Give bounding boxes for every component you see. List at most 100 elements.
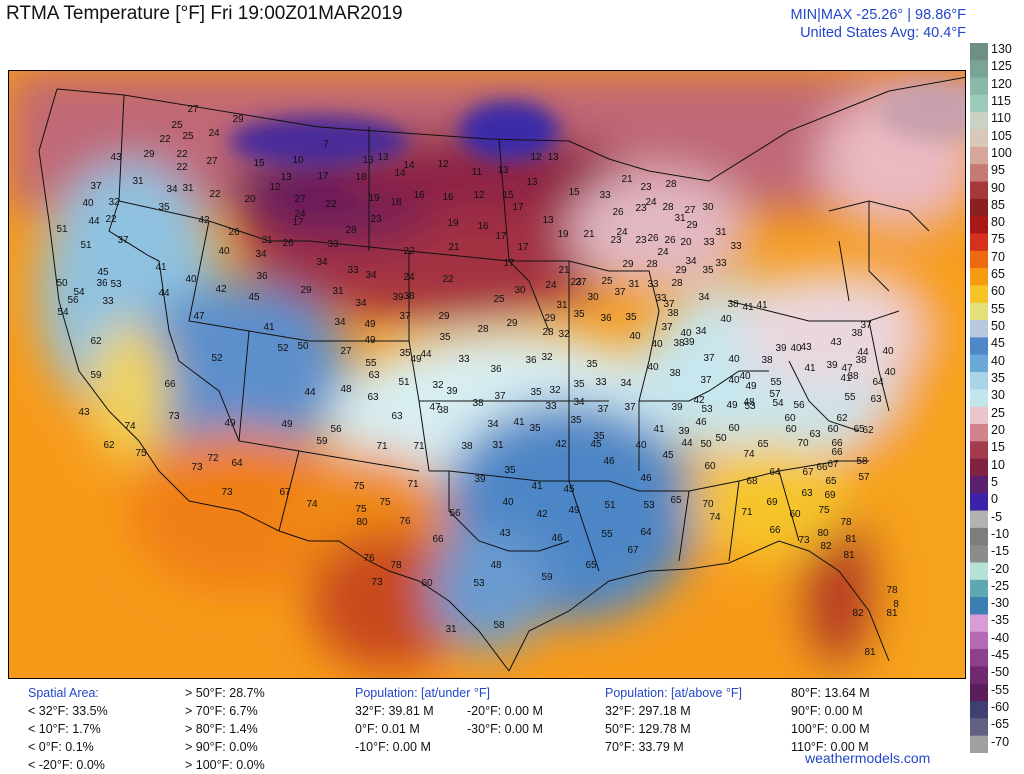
temp-label: 22 xyxy=(176,162,188,173)
temp-label: 55 xyxy=(601,529,613,540)
temp-label: 53 xyxy=(701,404,713,415)
temp-label: 63 xyxy=(367,392,379,403)
temp-label: 54 xyxy=(73,287,85,298)
color-scale-tick: 30 xyxy=(991,388,1005,403)
temp-label: 48 xyxy=(743,397,755,408)
temp-label: 35 xyxy=(625,312,637,323)
temp-label: 40 xyxy=(728,354,740,365)
temp-label: 39 xyxy=(671,402,683,413)
temp-label: 32 xyxy=(108,197,120,208)
us-average-line: United States Avg: 40.4°F xyxy=(800,25,966,41)
temp-label: 35 xyxy=(570,415,582,426)
cold-core xyxy=(229,81,965,166)
temp-label: 81 xyxy=(845,534,857,545)
temp-label: 42 xyxy=(215,284,227,295)
temp-label: 34 xyxy=(685,256,697,267)
temp-label: 38 xyxy=(851,328,863,339)
color-scale-tick: -40 xyxy=(991,630,1010,645)
temp-label: 65 xyxy=(825,476,837,487)
temp-label: 25 xyxy=(493,294,505,305)
color-scale-tick: -45 xyxy=(991,648,1010,663)
temp-label: 29 xyxy=(438,311,450,322)
temp-label: 37 xyxy=(597,404,609,415)
color-swatch xyxy=(970,60,988,79)
color-swatch xyxy=(970,354,988,373)
temp-label: 33 xyxy=(102,296,114,307)
temp-label: 47 xyxy=(193,311,205,322)
temp-label: 78 xyxy=(390,560,402,571)
color-swatch xyxy=(970,129,988,148)
site-credit[interactable]: weathermodels.com xyxy=(805,750,931,766)
temp-label: 37 xyxy=(661,322,673,333)
temp-label: 24 xyxy=(545,280,557,291)
pop-above-90: 90°F: 0.00 M xyxy=(791,704,863,718)
temp-label: 8 xyxy=(893,599,899,610)
temp-label: 44 xyxy=(88,216,100,227)
temp-label: 38 xyxy=(437,405,449,416)
temp-label: 56 xyxy=(449,508,461,519)
temp-label: 41 xyxy=(513,417,525,428)
temp-label: 35 xyxy=(593,431,605,442)
temp-label: 39 xyxy=(474,474,486,485)
temp-label: 13 xyxy=(547,152,559,163)
temp-label: 42 xyxy=(536,509,548,520)
color-scale-tick: -70 xyxy=(991,734,1010,749)
temp-label: 65 xyxy=(670,495,682,506)
temp-label: 35 xyxy=(529,423,541,434)
temp-label: 15 xyxy=(253,158,265,169)
temp-label: 74 xyxy=(124,421,136,432)
temp-label: 34 xyxy=(695,326,707,337)
temp-label: 64 xyxy=(769,467,781,478)
temp-label: 23 xyxy=(370,214,382,225)
temp-label: 75 xyxy=(379,497,391,508)
temp-label: 41 xyxy=(756,300,768,311)
temp-label: 53 xyxy=(744,401,756,412)
temp-label: 36 xyxy=(600,313,612,324)
temp-label: 13 xyxy=(497,165,509,176)
color-swatch xyxy=(970,683,988,702)
temp-label: 41 xyxy=(804,363,816,374)
temp-label: 75 xyxy=(353,481,365,492)
color-scale-tick: 120 xyxy=(991,76,1012,91)
temp-label: 60 xyxy=(827,424,839,435)
temp-label: 21 xyxy=(448,242,460,253)
pop-under-neg20: -20°F: 0.00 M xyxy=(467,704,543,718)
temp-label: 30 xyxy=(587,292,599,303)
temp-label: 26 xyxy=(664,235,676,246)
temp-label: 62 xyxy=(103,440,115,451)
temp-label: 47 xyxy=(841,363,853,374)
temp-label: 31 xyxy=(674,213,686,224)
temp-label: 81 xyxy=(864,647,876,658)
temp-label: 65 xyxy=(757,439,769,450)
temp-label: 44 xyxy=(681,438,693,449)
temp-label: 75 xyxy=(818,505,830,516)
temp-label: 28 xyxy=(646,259,658,270)
spatial-below-10: < 10°F: 1.7% xyxy=(28,722,101,736)
temp-label: 14 xyxy=(394,168,406,179)
temp-label: 35 xyxy=(530,387,542,398)
temp-label: 38 xyxy=(727,299,739,310)
temp-label: 31 xyxy=(445,624,457,635)
temp-label: 46 xyxy=(551,533,563,544)
temp-label: 25 xyxy=(601,276,613,287)
color-swatch xyxy=(970,423,988,442)
color-swatch xyxy=(970,527,988,546)
temp-label: 70 xyxy=(797,438,809,449)
temp-label: 49 xyxy=(745,381,757,392)
color-scale-tick: 90 xyxy=(991,180,1005,195)
temp-label: 49 xyxy=(726,400,738,411)
temp-label: 76 xyxy=(363,553,375,564)
temp-label: 14 xyxy=(403,160,415,171)
temp-label: 37 xyxy=(90,181,102,192)
min-max-summary: MIN|MAX -25.26° | 98.86°F United States … xyxy=(791,6,966,42)
temp-label: 60 xyxy=(728,423,740,434)
temp-label: 78 xyxy=(840,517,852,528)
temp-label: 24 xyxy=(645,197,657,208)
temp-label: 63 xyxy=(809,429,821,440)
temp-label: 55 xyxy=(365,358,377,369)
color-swatch xyxy=(970,631,988,650)
temp-label: 26 xyxy=(282,238,294,249)
color-scale-tick: 50 xyxy=(991,319,1005,334)
color-scale-tick: 105 xyxy=(991,128,1012,143)
